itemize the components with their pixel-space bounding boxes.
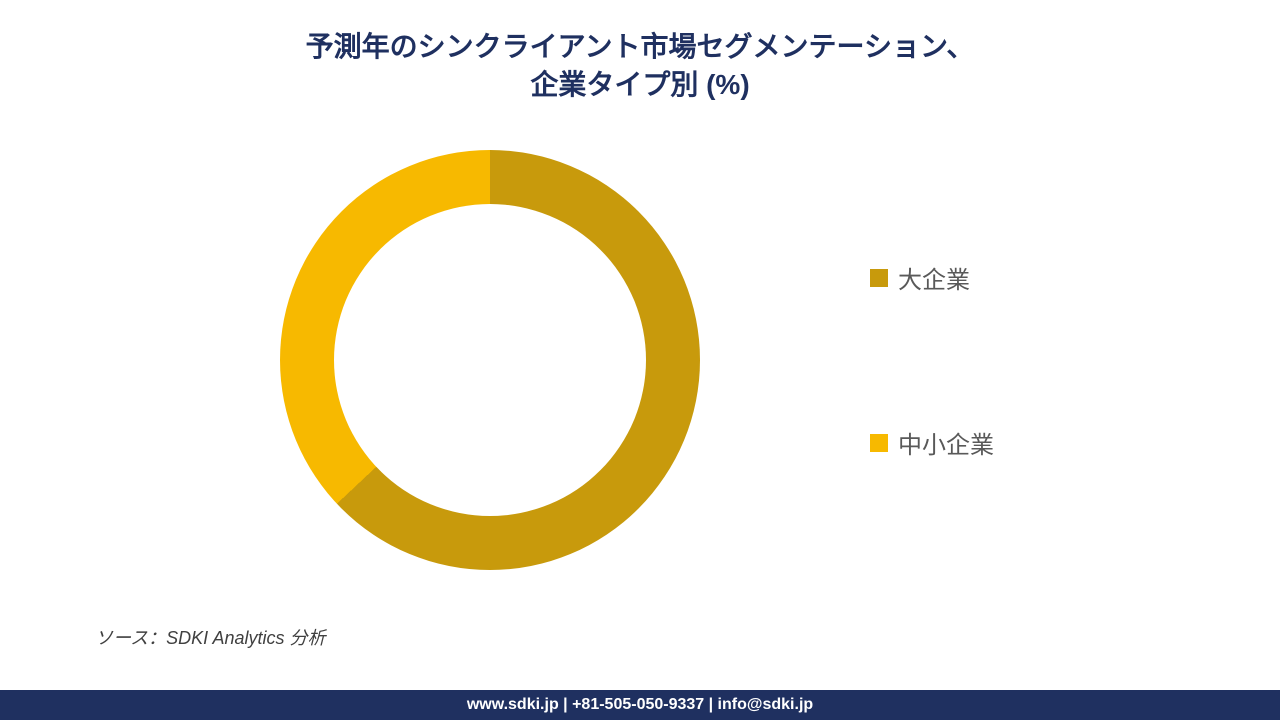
legend-item-sme: 中小企業 <box>870 425 994 460</box>
legend-item-large: 大企業 <box>870 260 970 295</box>
title-line-1: 予測年のシンクライアント市場セグメンテーション、 <box>0 28 1280 66</box>
slide: 予測年のシンクライアント市場セグメンテーション、 企業タイプ別 (%) 63% … <box>0 0 1280 720</box>
title-line-2: 企業タイプ別 (%) <box>0 66 1280 104</box>
source-attribution: ソース：SDKI Analytics 分析 <box>95 624 325 650</box>
legend-swatch-icon <box>870 269 888 287</box>
slice-value-label: 63% <box>595 402 631 423</box>
chart-title: 予測年のシンクライアント市場セグメンテーション、 企業タイプ別 (%) <box>0 28 1280 104</box>
source-text: SDKI Analytics 分析 <box>166 628 325 648</box>
footer-text: www.sdki.jp | +81-505-050-9337 | info@sd… <box>467 696 813 713</box>
donut-chart: 63% <box>280 150 700 570</box>
legend-swatch-icon <box>870 434 888 452</box>
footer-bar: www.sdki.jp | +81-505-050-9337 | info@sd… <box>0 690 1280 720</box>
legend-label: 大企業 <box>898 260 970 295</box>
source-prefix: ソース： <box>95 628 166 648</box>
donut-hole <box>334 204 646 516</box>
legend-label: 中小企業 <box>898 425 994 460</box>
